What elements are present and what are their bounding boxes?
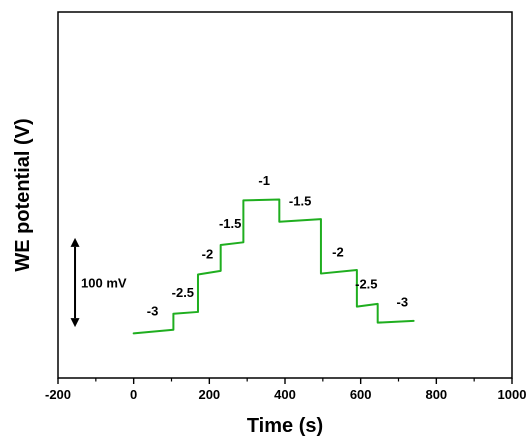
step-label: -1.5 <box>219 216 241 231</box>
x-tick-label: 800 <box>425 387 447 402</box>
x-tick-label: 1000 <box>498 387 526 402</box>
x-axis-ticks <box>57 378 513 384</box>
x-axis-label: Time (s) <box>247 415 323 436</box>
step-label: -3 <box>147 304 159 319</box>
scale-bar-label: 100 mV <box>81 275 127 290</box>
y-axis-label: WE potential (V) <box>12 118 34 271</box>
x-tick-label: 200 <box>198 387 220 402</box>
step-label: -2 <box>332 245 344 260</box>
x-tick-label: 400 <box>274 387 296 402</box>
step-label: -3 <box>397 295 409 310</box>
x-tick-label: 0 <box>130 387 137 402</box>
x-tick-label: -200 <box>45 387 71 402</box>
step-label-layer: -3 -2.5 -2 -1.5 -1 -1.5 -2 -2.5 -3 <box>147 173 408 318</box>
scale-bar-arrow-down <box>70 318 80 328</box>
step-label: -2.5 <box>172 285 194 300</box>
x-axis-tick-labels: -200 0 200 400 600 800 1000 <box>45 387 526 402</box>
plot-frame <box>57 11 513 379</box>
step-label: -2.5 <box>355 277 377 292</box>
step-label: -1 <box>258 173 270 188</box>
series-line-0 <box>132 198 415 335</box>
x-tick-label: 600 <box>350 387 372 402</box>
step-label: -2 <box>202 246 214 261</box>
scale-bar-arrow-up <box>70 237 80 247</box>
series-layer <box>132 198 415 335</box>
step-label: -1.5 <box>289 194 311 209</box>
scale-bar-group: 100 mV <box>70 237 127 328</box>
